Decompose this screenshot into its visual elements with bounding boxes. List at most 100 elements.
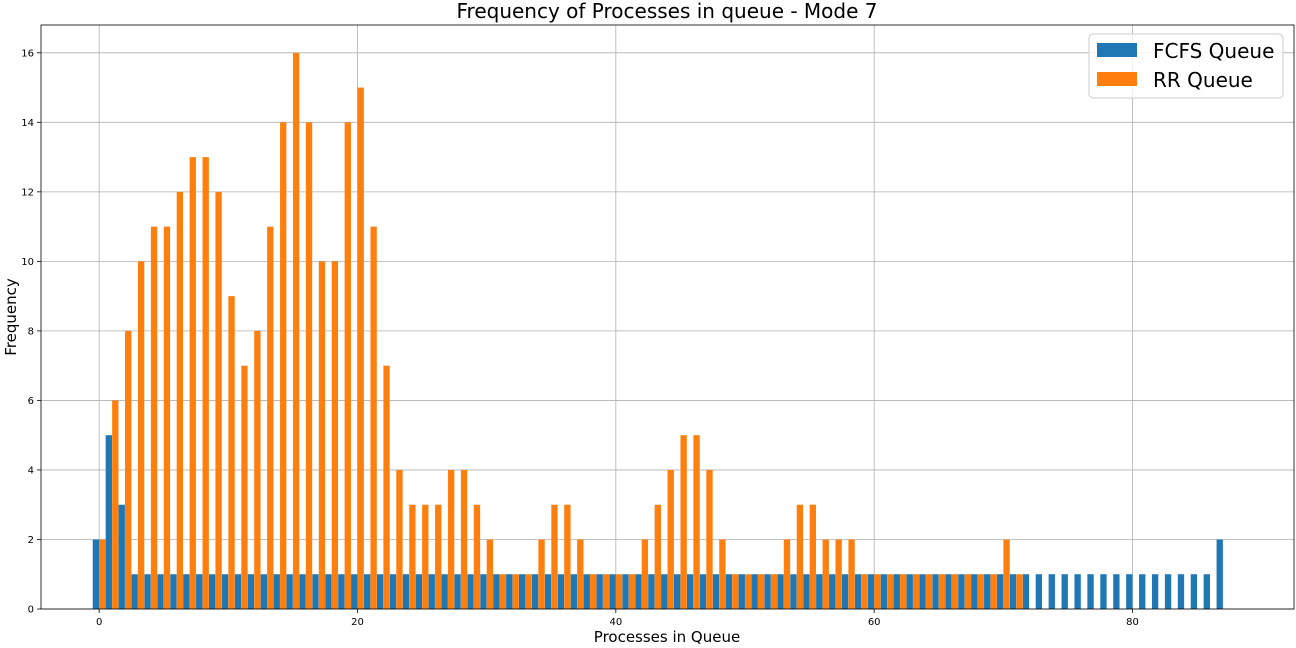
bar-fcfs (208, 574, 216, 609)
y-tick-label: 2 (28, 535, 34, 546)
bar-rr (318, 261, 326, 609)
bar-fcfs (816, 574, 823, 609)
bar-fcfs (531, 574, 539, 609)
bar-rr (809, 504, 816, 609)
bar-fcfs (1035, 574, 1043, 609)
bar-rr (422, 504, 429, 609)
bar-rr (525, 574, 532, 609)
bar-rr (344, 122, 351, 609)
bar-fcfs (686, 574, 694, 609)
legend-label-rr: RR Queue (1153, 68, 1253, 92)
bar-rr (551, 504, 558, 609)
bar-rr (292, 52, 300, 610)
bar-fcfs (1164, 574, 1172, 609)
bar-fcfs (609, 574, 616, 609)
bar-fcfs (1203, 574, 1210, 609)
bar-fcfs (893, 574, 900, 609)
bar-rr (745, 574, 752, 609)
bar-fcfs (596, 574, 603, 609)
bar-fcfs (1113, 574, 1120, 609)
bar-fcfs (273, 574, 280, 609)
y-axis-label: Frequency (2, 278, 20, 356)
bar-fcfs (996, 574, 1004, 609)
bar-rr (112, 400, 119, 609)
x-tick-label: 40 (609, 617, 622, 628)
bar-rr (215, 191, 222, 609)
bar-fcfs (906, 574, 913, 609)
bar-fcfs (364, 574, 371, 609)
bar-rr (602, 574, 610, 609)
bar-rr (150, 226, 158, 609)
bar-rr (641, 539, 649, 609)
bar-fcfs (131, 574, 138, 609)
bar-fcfs (480, 574, 487, 609)
bar-fcfs (1151, 574, 1159, 609)
x-tick-label: 0 (96, 617, 102, 628)
bar-fcfs (196, 574, 203, 609)
bar-fcfs (338, 574, 345, 609)
bar-fcfs (170, 574, 177, 609)
bar-fcfs (674, 574, 681, 609)
bar-fcfs (919, 574, 926, 609)
bar-rr (770, 574, 778, 609)
bar-rr (370, 226, 377, 609)
bar-fcfs (570, 574, 578, 609)
bar-rr (409, 504, 416, 609)
bar-fcfs (325, 574, 332, 609)
bar-fcfs (1074, 574, 1081, 609)
bar-fcfs (712, 574, 720, 609)
y-tick-label: 16 (21, 48, 34, 59)
bar-fcfs (467, 574, 474, 609)
bar-fcfs (402, 574, 410, 609)
bar-fcfs (880, 574, 888, 609)
y-tick-label: 6 (28, 396, 34, 407)
bar-rr (125, 330, 132, 609)
bar-rr (228, 296, 235, 609)
bar-rr (951, 574, 959, 609)
bar-fcfs (854, 574, 862, 609)
bars (92, 52, 1223, 610)
bar-fcfs (389, 574, 397, 609)
bar-rr (680, 435, 687, 609)
bar-fcfs (1216, 539, 1223, 609)
bar-rr (577, 539, 584, 609)
legend-swatch-rr (1097, 72, 1137, 86)
bar-fcfs (1022, 574, 1030, 609)
bar-fcfs (958, 574, 965, 609)
y-tick-label: 8 (28, 326, 34, 337)
bar-rr (900, 574, 907, 609)
bar-rr (796, 504, 804, 609)
bar-rr (654, 504, 661, 609)
bar-fcfs (1177, 574, 1185, 609)
legend-label-fcfs: FCFS Queue (1153, 39, 1274, 63)
bar-fcfs (221, 574, 229, 609)
bar-rr (925, 574, 933, 609)
bar-fcfs (738, 574, 745, 609)
bar-rr (964, 574, 971, 609)
bar-fcfs (867, 574, 875, 609)
bar-fcfs (635, 574, 642, 609)
bar-rr (460, 469, 468, 609)
bar-rr (189, 157, 196, 609)
bar-rr (241, 365, 248, 609)
bar-fcfs (415, 574, 423, 609)
x-tick-label: 80 (1126, 617, 1139, 628)
bar-rr (667, 469, 674, 609)
bar-rr (822, 539, 829, 609)
bar-rr (331, 261, 339, 609)
bar-rr (912, 574, 920, 609)
bar-rr (512, 574, 519, 609)
bar-fcfs (751, 574, 758, 609)
bar-rr (176, 191, 184, 609)
bar-fcfs (144, 574, 151, 609)
bar-fcfs (351, 574, 358, 609)
bar-fcfs (286, 574, 293, 609)
bar-rr (628, 574, 636, 609)
bar-rr (396, 469, 403, 609)
bar-rr (783, 539, 791, 609)
bar-fcfs (506, 574, 513, 609)
bar-fcfs (493, 574, 500, 609)
bar-fcfs (790, 574, 797, 609)
bar-fcfs (699, 574, 707, 609)
